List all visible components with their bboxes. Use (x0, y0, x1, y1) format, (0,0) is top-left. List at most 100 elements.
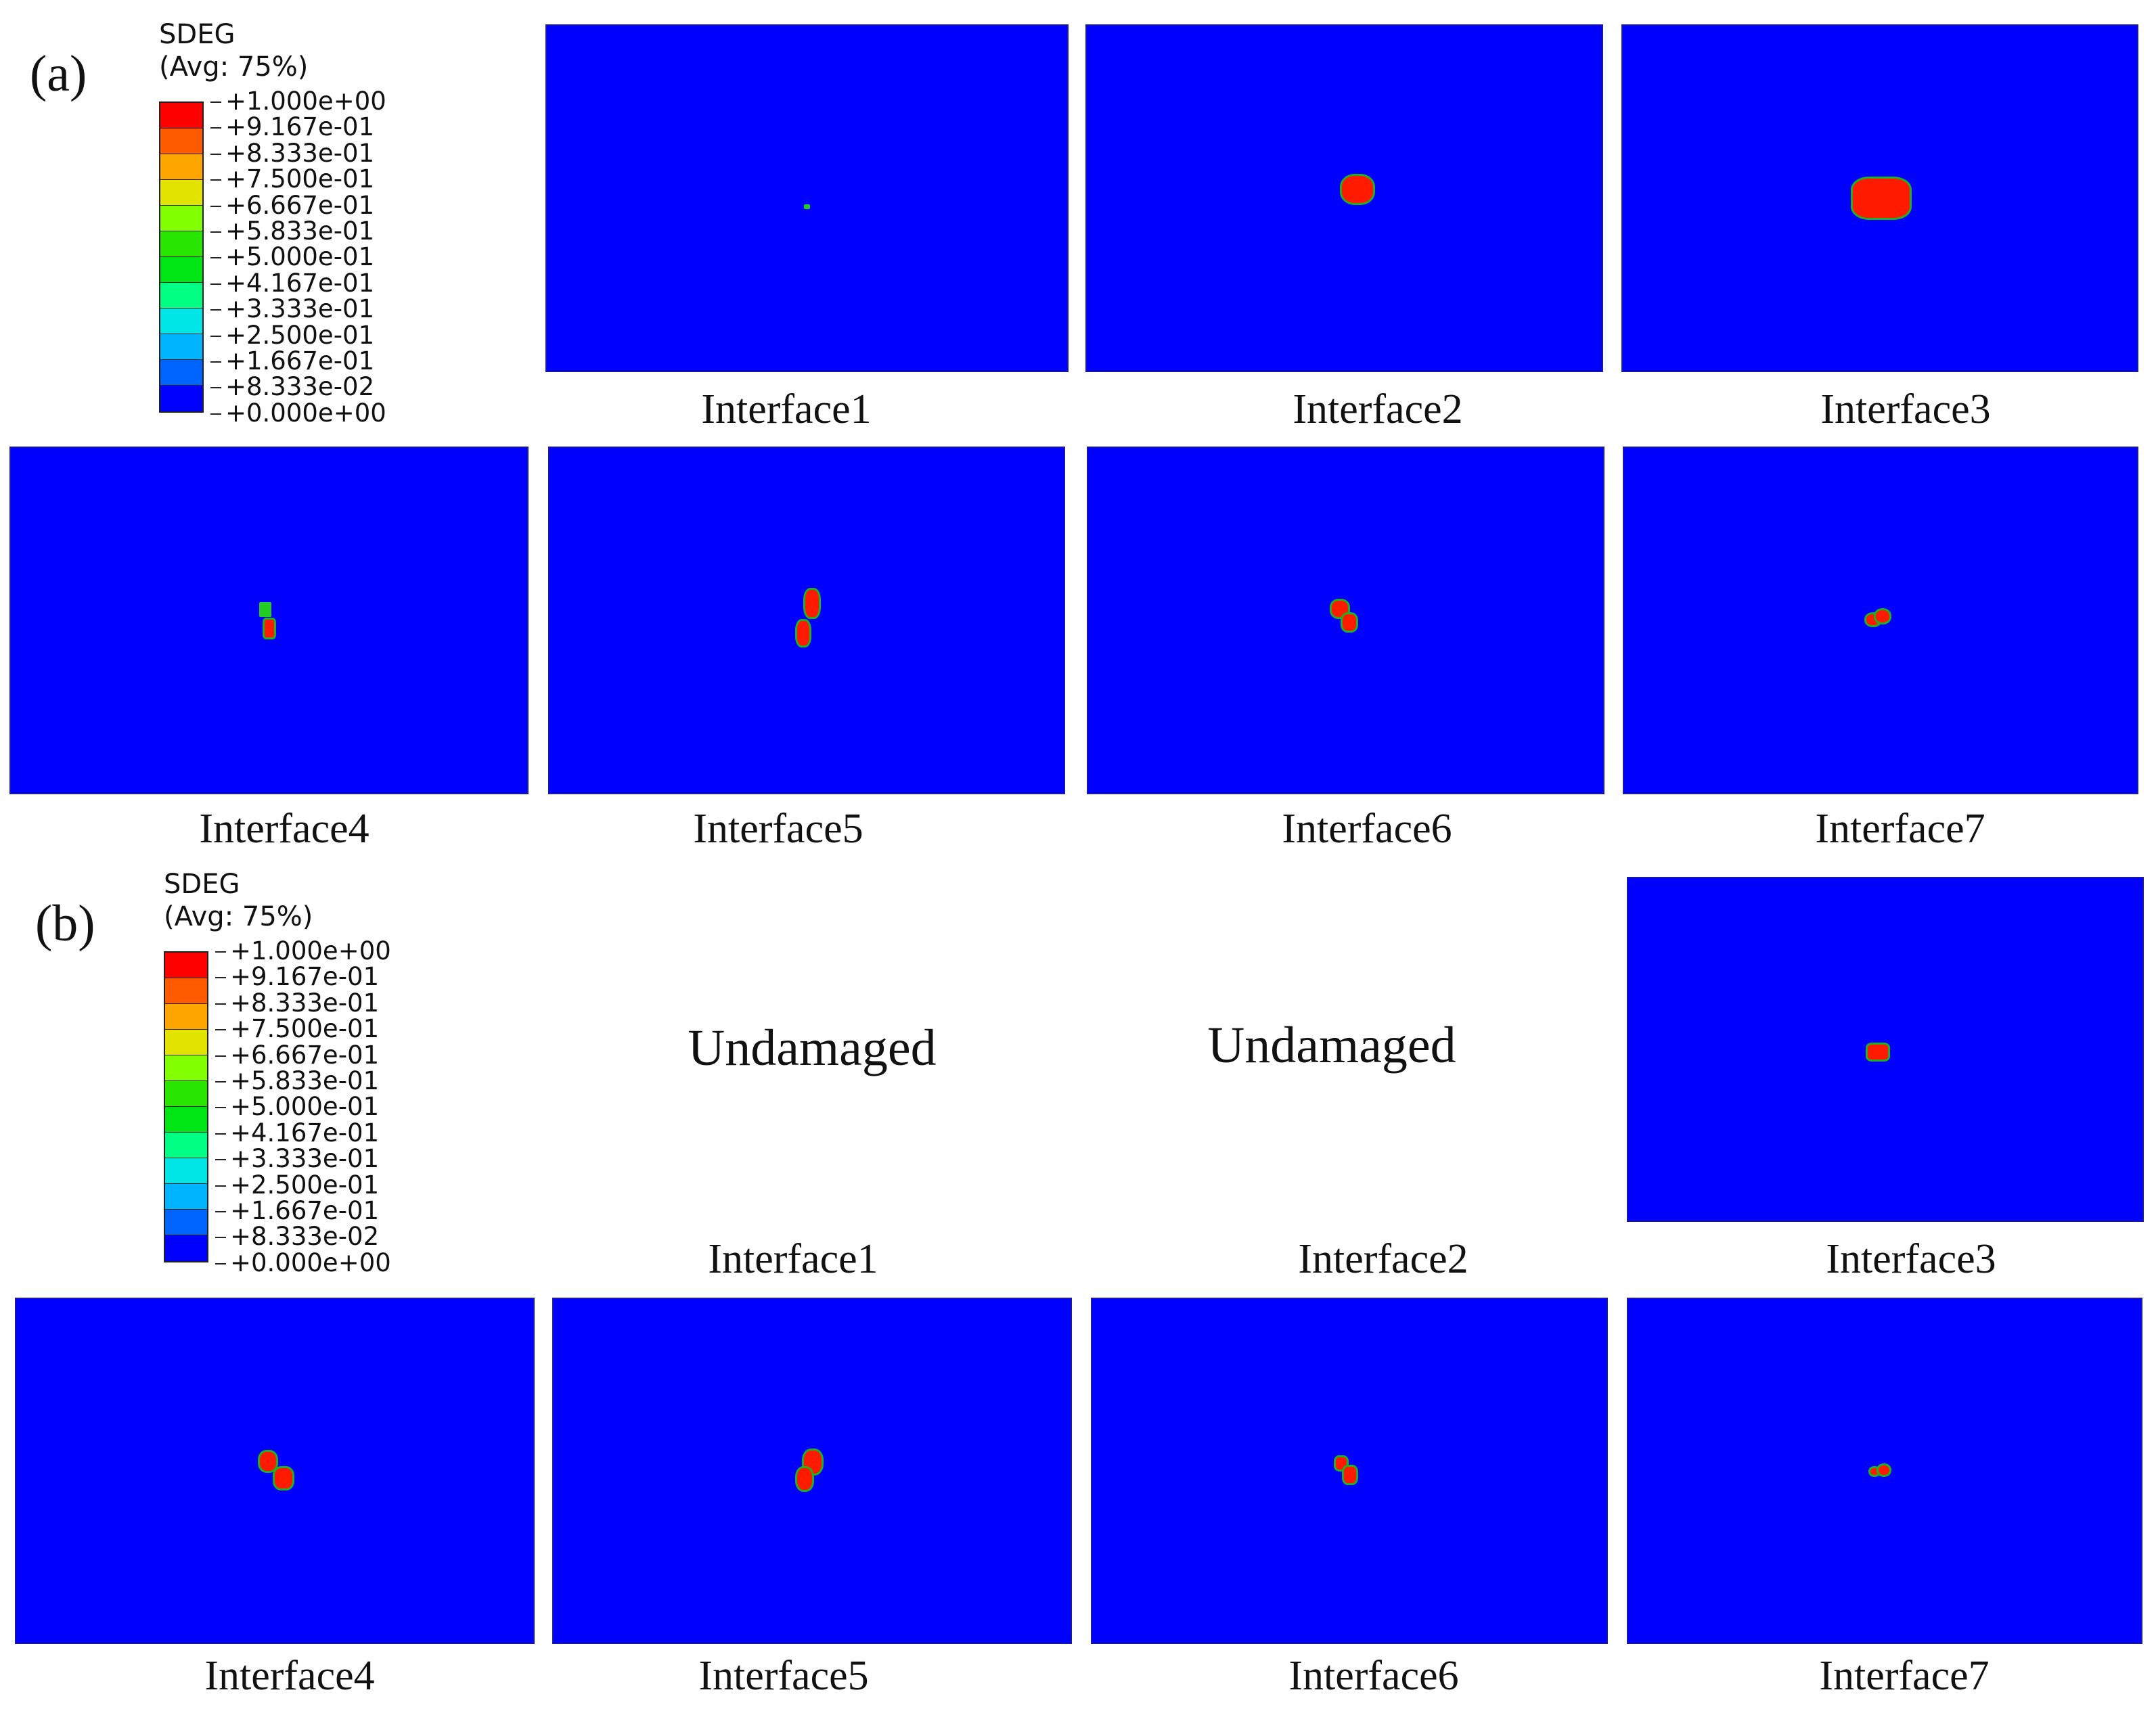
legend-tick: +1.667e-01 (215, 1198, 391, 1224)
legend-tick-labels: +1.000e+00 +9.167e-01 +8.333e-01 +7.500e… (215, 936, 391, 1277)
legend-tick: +0.000e+00 (210, 398, 386, 428)
legend-band (165, 1210, 207, 1235)
damage-spot (1879, 1465, 1889, 1475)
legend-tick: +8.333e-01 (210, 140, 386, 166)
legend-band (160, 103, 202, 129)
legend-band (160, 231, 202, 257)
legend-tick: +5.000e-01 (210, 244, 386, 270)
legend-tick: +6.667e-01 (210, 192, 386, 219)
legend-tick: +8.333e-02 (210, 374, 386, 400)
legend-tick: +4.167e-01 (210, 270, 386, 296)
caption-b-interface6: Interface6 (1288, 1653, 1459, 1699)
undamaged-label-interface2: Undamaged (1207, 1017, 1456, 1074)
damage-map-a-interface4 (9, 447, 529, 794)
damage-map-a-interface5 (548, 447, 1065, 794)
legend-tick: +9.167e-01 (210, 114, 386, 140)
damage-spot (260, 1452, 276, 1471)
caption-a-interface4: Interface4 (199, 806, 369, 852)
caption-a-interface1: Interface1 (701, 386, 872, 432)
legend-band (160, 309, 202, 334)
damage-map-a-interface3 (1621, 24, 2138, 372)
damage-spot (1876, 610, 1889, 622)
damage-spot (1853, 179, 1910, 218)
legend-band (160, 129, 202, 154)
caption-a-interface5: Interface5 (693, 806, 863, 852)
legend-band (165, 1107, 207, 1133)
damage-map-a-interface2 (1085, 24, 1603, 372)
legend-tick: +8.333e-01 (215, 990, 391, 1016)
damage-spot (1870, 1468, 1879, 1475)
legend-tick: +1.000e+00 (210, 87, 386, 116)
damage-spot (259, 602, 271, 617)
damage-spot (275, 1468, 292, 1488)
legend-band (165, 1081, 207, 1107)
caption-a-interface3: Interface3 (1820, 386, 1991, 432)
caption-b-interface2: Interface2 (1298, 1236, 1468, 1282)
caption-b-interface3: Interface3 (1826, 1236, 1996, 1282)
legend-title: SDEG (164, 869, 240, 900)
damage-spot (1343, 614, 1356, 631)
legend-tick: +3.333e-01 (210, 296, 386, 322)
caption-a-interface2: Interface2 (1293, 386, 1463, 432)
legend-colorbar (159, 101, 204, 413)
panel-a-letter: (a) (30, 45, 87, 102)
legend-tick: +9.167e-01 (215, 964, 391, 990)
damage-map-b-interface3 (1627, 877, 2144, 1222)
legend-tick: +8.333e-02 (215, 1224, 391, 1250)
damage-spot (805, 590, 819, 617)
legend-band (160, 206, 202, 231)
legend-tick: +2.500e-01 (210, 322, 386, 348)
caption-b-interface5: Interface5 (698, 1653, 869, 1699)
legend-band (165, 953, 207, 978)
legend-band (165, 1184, 207, 1210)
legend-tick: +1.667e-01 (210, 348, 386, 374)
caption-a-interface7: Interface7 (1815, 806, 1985, 852)
legend-title: SDEG (159, 19, 235, 50)
damage-spot (797, 621, 809, 645)
legend-band (160, 360, 202, 386)
damage-map-a-interface1 (545, 24, 1069, 372)
caption-b-interface1: Interface1 (708, 1236, 878, 1282)
legend-tick: +1.000e+00 (215, 936, 391, 965)
damage-spot (1344, 1467, 1356, 1483)
legend-tick: +6.667e-01 (215, 1042, 391, 1068)
legend-subtitle: (Avg: 75%) (164, 901, 313, 932)
legend-band (160, 386, 202, 411)
legend-tick: +5.833e-01 (215, 1068, 391, 1094)
damage-map-b-interface7 (1627, 1298, 2142, 1644)
damage-spot (1868, 1045, 1888, 1059)
legend-tick-labels: +1.000e+00 +9.167e-01 +8.333e-01 +7.500e… (210, 87, 386, 428)
damage-spot (797, 1468, 812, 1490)
caption-b-interface4: Interface4 (204, 1653, 375, 1699)
damage-map-a-interface6 (1087, 447, 1604, 794)
damage-spot (265, 620, 274, 637)
damage-spot (1336, 1457, 1347, 1469)
legend-band (165, 1030, 207, 1055)
caption-b-interface7: Interface7 (1819, 1653, 1990, 1699)
legend-band (160, 154, 202, 180)
legend-tick: +0.000e+00 (215, 1248, 391, 1277)
legend-tick: +7.500e-01 (210, 166, 386, 192)
legend-band (165, 1055, 207, 1081)
legend-colorbar (164, 951, 208, 1262)
legend-band (165, 978, 207, 1004)
legend-tick: +3.333e-01 (215, 1145, 391, 1172)
damage-map-b-interface4 (15, 1298, 535, 1644)
damage-map-b-interface6 (1091, 1298, 1608, 1644)
legend-band (165, 1235, 207, 1261)
legend-band (165, 1133, 207, 1158)
caption-a-interface6: Interface6 (1282, 806, 1452, 852)
legend-band (165, 1004, 207, 1030)
panel-b-letter: (b) (35, 895, 95, 952)
legend-band (160, 334, 202, 360)
legend-band (160, 257, 202, 283)
undamaged-label-interface1: Undamaged (688, 1020, 937, 1076)
damage-map-b-interface5 (552, 1298, 1072, 1644)
legend-subtitle: (Avg: 75%) (159, 51, 309, 83)
legend-band (165, 1158, 207, 1184)
legend-tick: +7.500e-01 (215, 1016, 391, 1042)
damage-spot (1342, 176, 1373, 203)
legend-band (160, 283, 202, 309)
legend-tick: +2.500e-01 (215, 1172, 391, 1198)
legend-band (160, 180, 202, 206)
